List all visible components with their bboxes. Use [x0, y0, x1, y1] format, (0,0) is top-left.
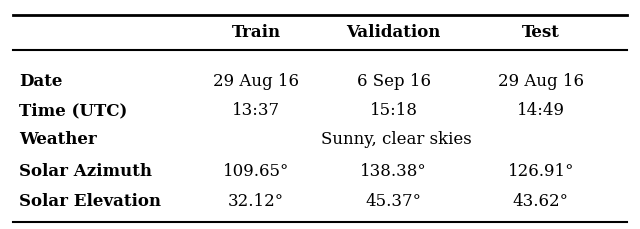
Text: 15:18: 15:18 [370, 101, 418, 118]
Text: 43.62°: 43.62° [513, 192, 569, 209]
Text: Solar Azimuth: Solar Azimuth [19, 162, 152, 179]
Text: 109.65°: 109.65° [223, 162, 289, 179]
Text: 6 Sep 16: 6 Sep 16 [356, 73, 431, 90]
Text: 32.12°: 32.12° [228, 192, 284, 209]
Text: Train: Train [232, 24, 280, 41]
Text: 29 Aug 16: 29 Aug 16 [213, 73, 299, 90]
Text: 138.38°: 138.38° [360, 162, 427, 179]
Text: Solar Elevation: Solar Elevation [19, 192, 161, 209]
Text: 45.37°: 45.37° [365, 192, 422, 209]
Text: Test: Test [522, 24, 560, 41]
Text: 126.91°: 126.91° [508, 162, 574, 179]
Text: Time (UTC): Time (UTC) [19, 101, 127, 118]
Text: 13:37: 13:37 [232, 101, 280, 118]
Text: Date: Date [19, 73, 63, 90]
Text: Sunny, clear skies: Sunny, clear skies [321, 130, 472, 147]
Text: Validation: Validation [346, 24, 441, 41]
Text: 14:49: 14:49 [517, 101, 564, 118]
Text: 29 Aug 16: 29 Aug 16 [498, 73, 584, 90]
Text: Weather: Weather [19, 130, 97, 147]
